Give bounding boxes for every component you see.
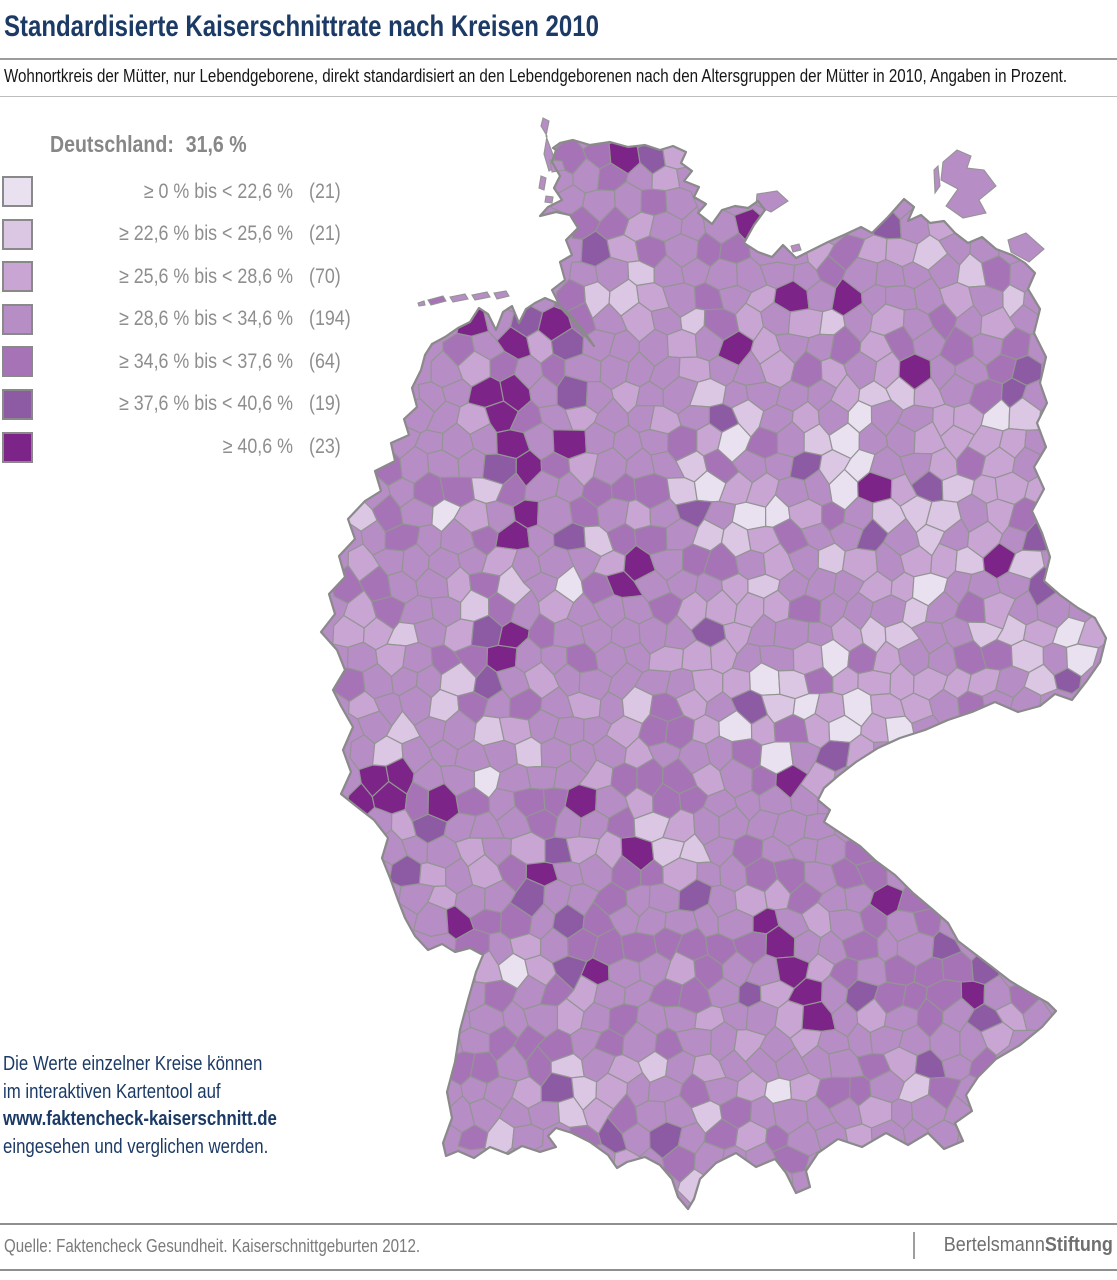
legend-swatch bbox=[2, 388, 33, 420]
legend-swatch bbox=[2, 261, 33, 293]
legend-country-label: Deutschland: bbox=[50, 131, 174, 157]
brand-name-bold: Stiftung bbox=[1045, 1234, 1113, 1256]
note-line: Die Werte einzelner Kreise können bbox=[3, 1053, 263, 1075]
page-subtitle: Wohnortkreis der Mütter, nur Lebendgebor… bbox=[4, 66, 1068, 86]
legend-swatch bbox=[2, 346, 33, 378]
legend-count: (23) bbox=[309, 435, 341, 459]
note-url-link[interactable]: www.faktencheck-kaiserschnitt.de bbox=[3, 1108, 277, 1130]
legend-range-label: ≥ 0 % bis < 22,6 % bbox=[143, 179, 293, 203]
note-line: im interaktiven Kartentool auf bbox=[3, 1080, 221, 1103]
legend-range-label: ≥ 37,6 % bis < 40,6 % bbox=[118, 392, 293, 416]
legend-range-label: ≥ 22,6 % bis < 25,6 % bbox=[118, 222, 293, 246]
germany-border-outline bbox=[319, 138, 1108, 1211]
brand-name-regular: Bertelsmann bbox=[943, 1234, 1046, 1256]
legend-row: ≥ 37,6 % bis < 40,6 % (19) bbox=[0, 388, 410, 420]
legend-swatch bbox=[2, 218, 33, 250]
district-mosaic bbox=[329, 140, 1106, 1206]
legend-row: ≥ 28,6 % bis < 34,6 % (194) bbox=[0, 303, 410, 335]
legend-count: (21) bbox=[309, 222, 341, 246]
page-title: Standardisierte Kaiserschnittrate nach K… bbox=[4, 10, 599, 43]
legend-range-label: ≥ 28,6 % bis < 34,6 % bbox=[118, 307, 293, 331]
legend-row: ≥ 40,6 % (23) bbox=[0, 431, 410, 463]
footer-divider-top bbox=[0, 1223, 1117, 1225]
legend-range-label: ≥ 25,6 % bis < 28,6 % bbox=[118, 264, 293, 288]
legend-row: ≥ 34,6 % bis < 37,6 % (64) bbox=[0, 346, 410, 378]
legend-country-value: 31,6 % bbox=[185, 131, 247, 157]
legend-country-summary: Deutschland: 31,6 % bbox=[50, 131, 356, 161]
bertelsmann-stiftung-logo: BertelsmannStiftung bbox=[913, 1232, 1113, 1259]
legend-count: (64) bbox=[309, 349, 341, 373]
legend-row: ≥ 0 % bis < 22,6 % (21) bbox=[0, 176, 410, 207]
source-credit: Quelle: Faktencheck Gesundheit. Kaisersc… bbox=[4, 1236, 421, 1256]
legend-swatch bbox=[2, 431, 33, 463]
legend-swatch bbox=[2, 176, 33, 207]
legend-count: (194) bbox=[309, 307, 351, 331]
legend-row: ≥ 22,6 % bis < 25,6 % (21) bbox=[0, 218, 410, 250]
legend-count: (19) bbox=[309, 392, 341, 416]
legend-count: (21) bbox=[309, 179, 341, 203]
logo-separator-bar bbox=[913, 1232, 916, 1259]
legend-row: ≥ 25,6 % bis < 28,6 % (70) bbox=[0, 261, 410, 293]
legend-range-label: ≥ 40,6 % bbox=[222, 435, 293, 459]
footer-divider-bottom bbox=[0, 1269, 1117, 1271]
title-divider bbox=[0, 58, 1117, 60]
note-line: eingesehen und verglichen werden. bbox=[3, 1135, 269, 1158]
coastal-islands bbox=[417, 117, 1045, 307]
map-legend: Deutschland: 31,6 % ≥ 0 % bis < 22,6 % (2… bbox=[0, 124, 410, 474]
subtitle-divider bbox=[0, 96, 1117, 97]
legend-range-label: ≥ 34,6 % bis < 37,6 % bbox=[118, 349, 293, 373]
legend-swatch bbox=[2, 303, 33, 335]
legend-count: (70) bbox=[309, 264, 341, 288]
map-tool-note: Die Werte einzelner Kreise können im int… bbox=[3, 1051, 329, 1161]
